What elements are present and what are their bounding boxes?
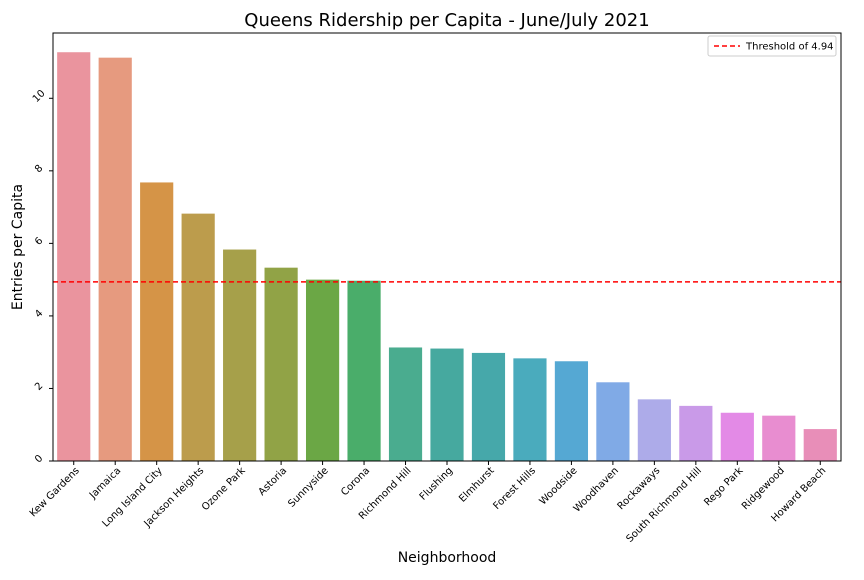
x-axis-label: Neighborhood bbox=[398, 550, 497, 566]
bar-14 bbox=[637, 399, 671, 461]
x-tick-label-1: Jamaica bbox=[87, 465, 123, 501]
x-tick-label-11: Forest Hills bbox=[491, 465, 538, 512]
x-tick-label-10: Elmhurst bbox=[457, 465, 496, 504]
y-tick-label-5: 10 bbox=[31, 88, 48, 105]
y-tick-label-2: 4 bbox=[33, 308, 45, 320]
x-tick-label-5: Astoria bbox=[257, 465, 290, 498]
bar-13 bbox=[596, 382, 630, 461]
x-tick-label-0: Kew Gardens bbox=[28, 465, 82, 519]
bar-4 bbox=[223, 249, 257, 461]
bar-8 bbox=[388, 347, 423, 461]
legend: Threshold of 4.94 bbox=[707, 35, 837, 57]
bar-15 bbox=[679, 405, 713, 461]
y-tick-label-3: 6 bbox=[33, 235, 45, 247]
bar-6 bbox=[305, 279, 340, 461]
y-tick-label-1: 2 bbox=[33, 381, 45, 393]
x-tick-label-16: Rego Park bbox=[702, 465, 745, 508]
legend-box bbox=[707, 35, 837, 57]
bar-3 bbox=[181, 213, 215, 461]
bar-5 bbox=[264, 267, 298, 461]
bar-12 bbox=[554, 361, 589, 461]
bar-16 bbox=[720, 412, 754, 461]
x-tick-label-7: Corona bbox=[339, 465, 372, 498]
bars-group bbox=[57, 52, 837, 462]
x-tick-label-9: Flushing bbox=[418, 465, 455, 502]
bar-2 bbox=[140, 182, 174, 461]
bar-10 bbox=[471, 352, 506, 461]
y-tick-label-0: 0 bbox=[33, 453, 45, 465]
legend-threshold-label: Threshold of 4.94 bbox=[745, 42, 834, 53]
y-axis-label: Entries per Capita bbox=[10, 184, 26, 310]
bar-9 bbox=[430, 348, 464, 461]
y-tick-label-4: 8 bbox=[33, 163, 45, 175]
x-tick-label-15: South Richmond Hill bbox=[624, 465, 703, 544]
bar-1 bbox=[98, 57, 132, 462]
x-tick-label-12: Woodside bbox=[538, 465, 580, 507]
x-tick-label-6: Sunnyside bbox=[286, 465, 330, 509]
chart-title: Queens Ridership per Capita - June/July … bbox=[244, 10, 649, 31]
x-tick-label-4: Ozone Park bbox=[200, 465, 248, 513]
bar-11 bbox=[513, 358, 547, 461]
bar-7 bbox=[347, 280, 381, 461]
bar-18 bbox=[803, 429, 837, 461]
bar-17 bbox=[762, 415, 796, 461]
bar-0 bbox=[57, 52, 91, 462]
